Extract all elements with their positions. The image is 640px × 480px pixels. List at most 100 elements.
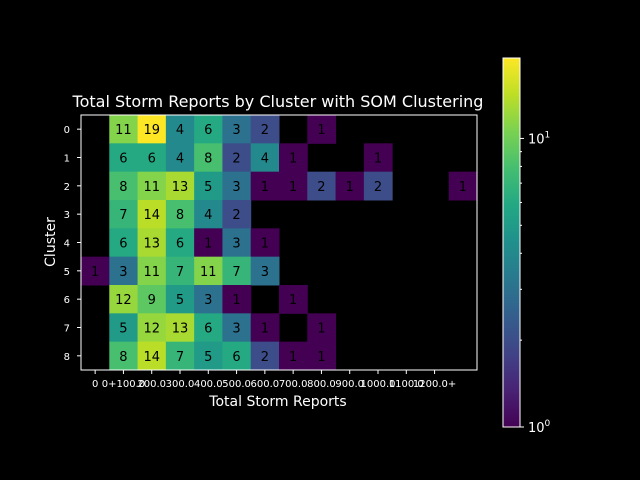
y-tick-label: 5	[64, 267, 70, 278]
heatmap-cell	[194, 313, 223, 343]
heatmap-cell	[448, 171, 478, 201]
colorbar-tick-label: 100	[528, 419, 551, 436]
cell-value-label: 8	[119, 350, 127, 365]
heatmap-cell	[222, 341, 252, 371]
chart-title: Total Storm Reports by Cluster with SOM …	[72, 92, 484, 111]
heatmap-cell	[194, 285, 223, 314]
heatmap-cell	[194, 200, 223, 229]
y-tick-label: 2	[64, 182, 70, 193]
heatmap-cell	[109, 285, 139, 314]
cell-value-label: 5	[119, 322, 127, 337]
cell-value-label: 9	[148, 293, 156, 308]
heatmap-cell	[194, 143, 223, 173]
cell-value-label: 1	[317, 123, 325, 138]
heatmap-cell	[165, 143, 195, 173]
heatmap-cell	[165, 256, 195, 286]
heatmap-cell	[250, 115, 280, 144]
heatmap-cell	[250, 313, 280, 343]
heatmap-cell	[194, 341, 223, 371]
heatmap-cell	[279, 285, 308, 314]
cell-value-label: 6	[119, 237, 127, 252]
heatmap-cell	[109, 256, 139, 286]
cell-value-label: 1	[261, 322, 269, 337]
cell-value-label: 1	[317, 322, 325, 337]
cell-value-label: 1	[346, 180, 354, 195]
heatmap-cell	[165, 285, 195, 314]
cell-value-label: 12	[143, 322, 160, 337]
heatmap-cell	[165, 200, 195, 229]
heatmap-cell	[194, 256, 223, 286]
heatmap-cell	[222, 313, 252, 343]
colorbar: 100 101	[502, 57, 551, 436]
heatmap-cell	[137, 171, 167, 201]
heatmap-cell	[137, 143, 167, 173]
cell-value-label: 13	[172, 180, 189, 195]
cell-value-label: 8	[176, 208, 184, 223]
cell-value-label: 11	[143, 265, 160, 280]
cell-value-label: 2	[232, 152, 240, 167]
heatmap-cell	[165, 228, 195, 258]
x-tick-label: 0	[92, 379, 98, 390]
cell-value-label: 13	[143, 237, 160, 252]
heatmap-cell	[81, 256, 110, 286]
cell-value-label: 3	[232, 322, 240, 337]
heatmap-cell	[279, 341, 308, 371]
cell-value-label: 3	[119, 265, 127, 280]
cell-value-label: 3	[232, 123, 240, 138]
x-tick-label: 600.0	[251, 379, 280, 390]
heatmap-cell	[250, 341, 280, 371]
cell-value-label: 2	[261, 350, 269, 365]
heatmap-cell	[165, 171, 195, 201]
heatmap-cell	[307, 171, 337, 201]
heatmap-cell-labels: 11 19 4 6 3 2 16 6 4 8 2 4 1 18 11 13 5 3 1 1 2 1 2 17 14 8 4 26 13 6…	[91, 123, 467, 365]
heatmap-cell	[250, 228, 280, 258]
x-tick-label: 200.0	[137, 379, 166, 390]
heatmap-cell	[222, 115, 252, 144]
x-tick-label: 1200.0+	[413, 379, 456, 390]
cell-value-label: 4	[204, 208, 212, 223]
cell-value-label: 14	[143, 208, 160, 223]
x-tick-label: 400.0	[194, 379, 223, 390]
heatmap-cell	[109, 143, 139, 173]
cell-value-label: 8	[119, 180, 127, 195]
heatmap-cell	[307, 341, 337, 371]
heatmap-cell	[109, 341, 139, 371]
heatmap-cell	[335, 171, 365, 201]
heatmap-cell	[165, 115, 195, 144]
heatmap-cell	[279, 143, 308, 173]
heatmap-cell	[222, 256, 252, 286]
heatmap-cells	[81, 115, 478, 371]
heatmap-cell	[137, 256, 167, 286]
cell-value-label: 2	[232, 208, 240, 223]
heatmap-cell	[109, 171, 139, 201]
heatmap-cell	[250, 171, 280, 201]
heatmap-cell	[137, 313, 167, 343]
cell-value-label: 1	[261, 180, 269, 195]
heatmap-cell	[137, 200, 167, 229]
cell-value-label: 6	[232, 350, 240, 365]
cell-value-label: 1	[204, 237, 212, 252]
x-tick-label: 1100.0	[389, 379, 424, 390]
heatmap-cell	[109, 228, 139, 258]
y-tick-label: 3	[64, 210, 70, 221]
y-axis-ticks: 0 1 2 3 4 5 6 7 8	[64, 125, 81, 363]
cell-value-label: 1	[374, 152, 382, 167]
cell-value-label: 3	[232, 237, 240, 252]
heatmap-cell	[363, 143, 393, 173]
cell-value-label: 5	[204, 350, 212, 365]
cell-value-label: 4	[176, 123, 184, 138]
y-tick-label: 4	[64, 239, 70, 250]
cell-value-label: 2	[374, 180, 382, 195]
heatmap-cell	[137, 285, 167, 314]
heatmap-cell	[363, 171, 393, 201]
heatmap-cell	[137, 115, 167, 144]
cell-value-label: 3	[204, 293, 212, 308]
cell-value-label: 3	[232, 180, 240, 195]
x-tick-label: 700.0	[279, 379, 308, 390]
x-tick-label: 1000.0	[361, 379, 396, 390]
heatmap-cell	[222, 200, 252, 229]
x-tick-label: 800.0	[307, 379, 336, 390]
